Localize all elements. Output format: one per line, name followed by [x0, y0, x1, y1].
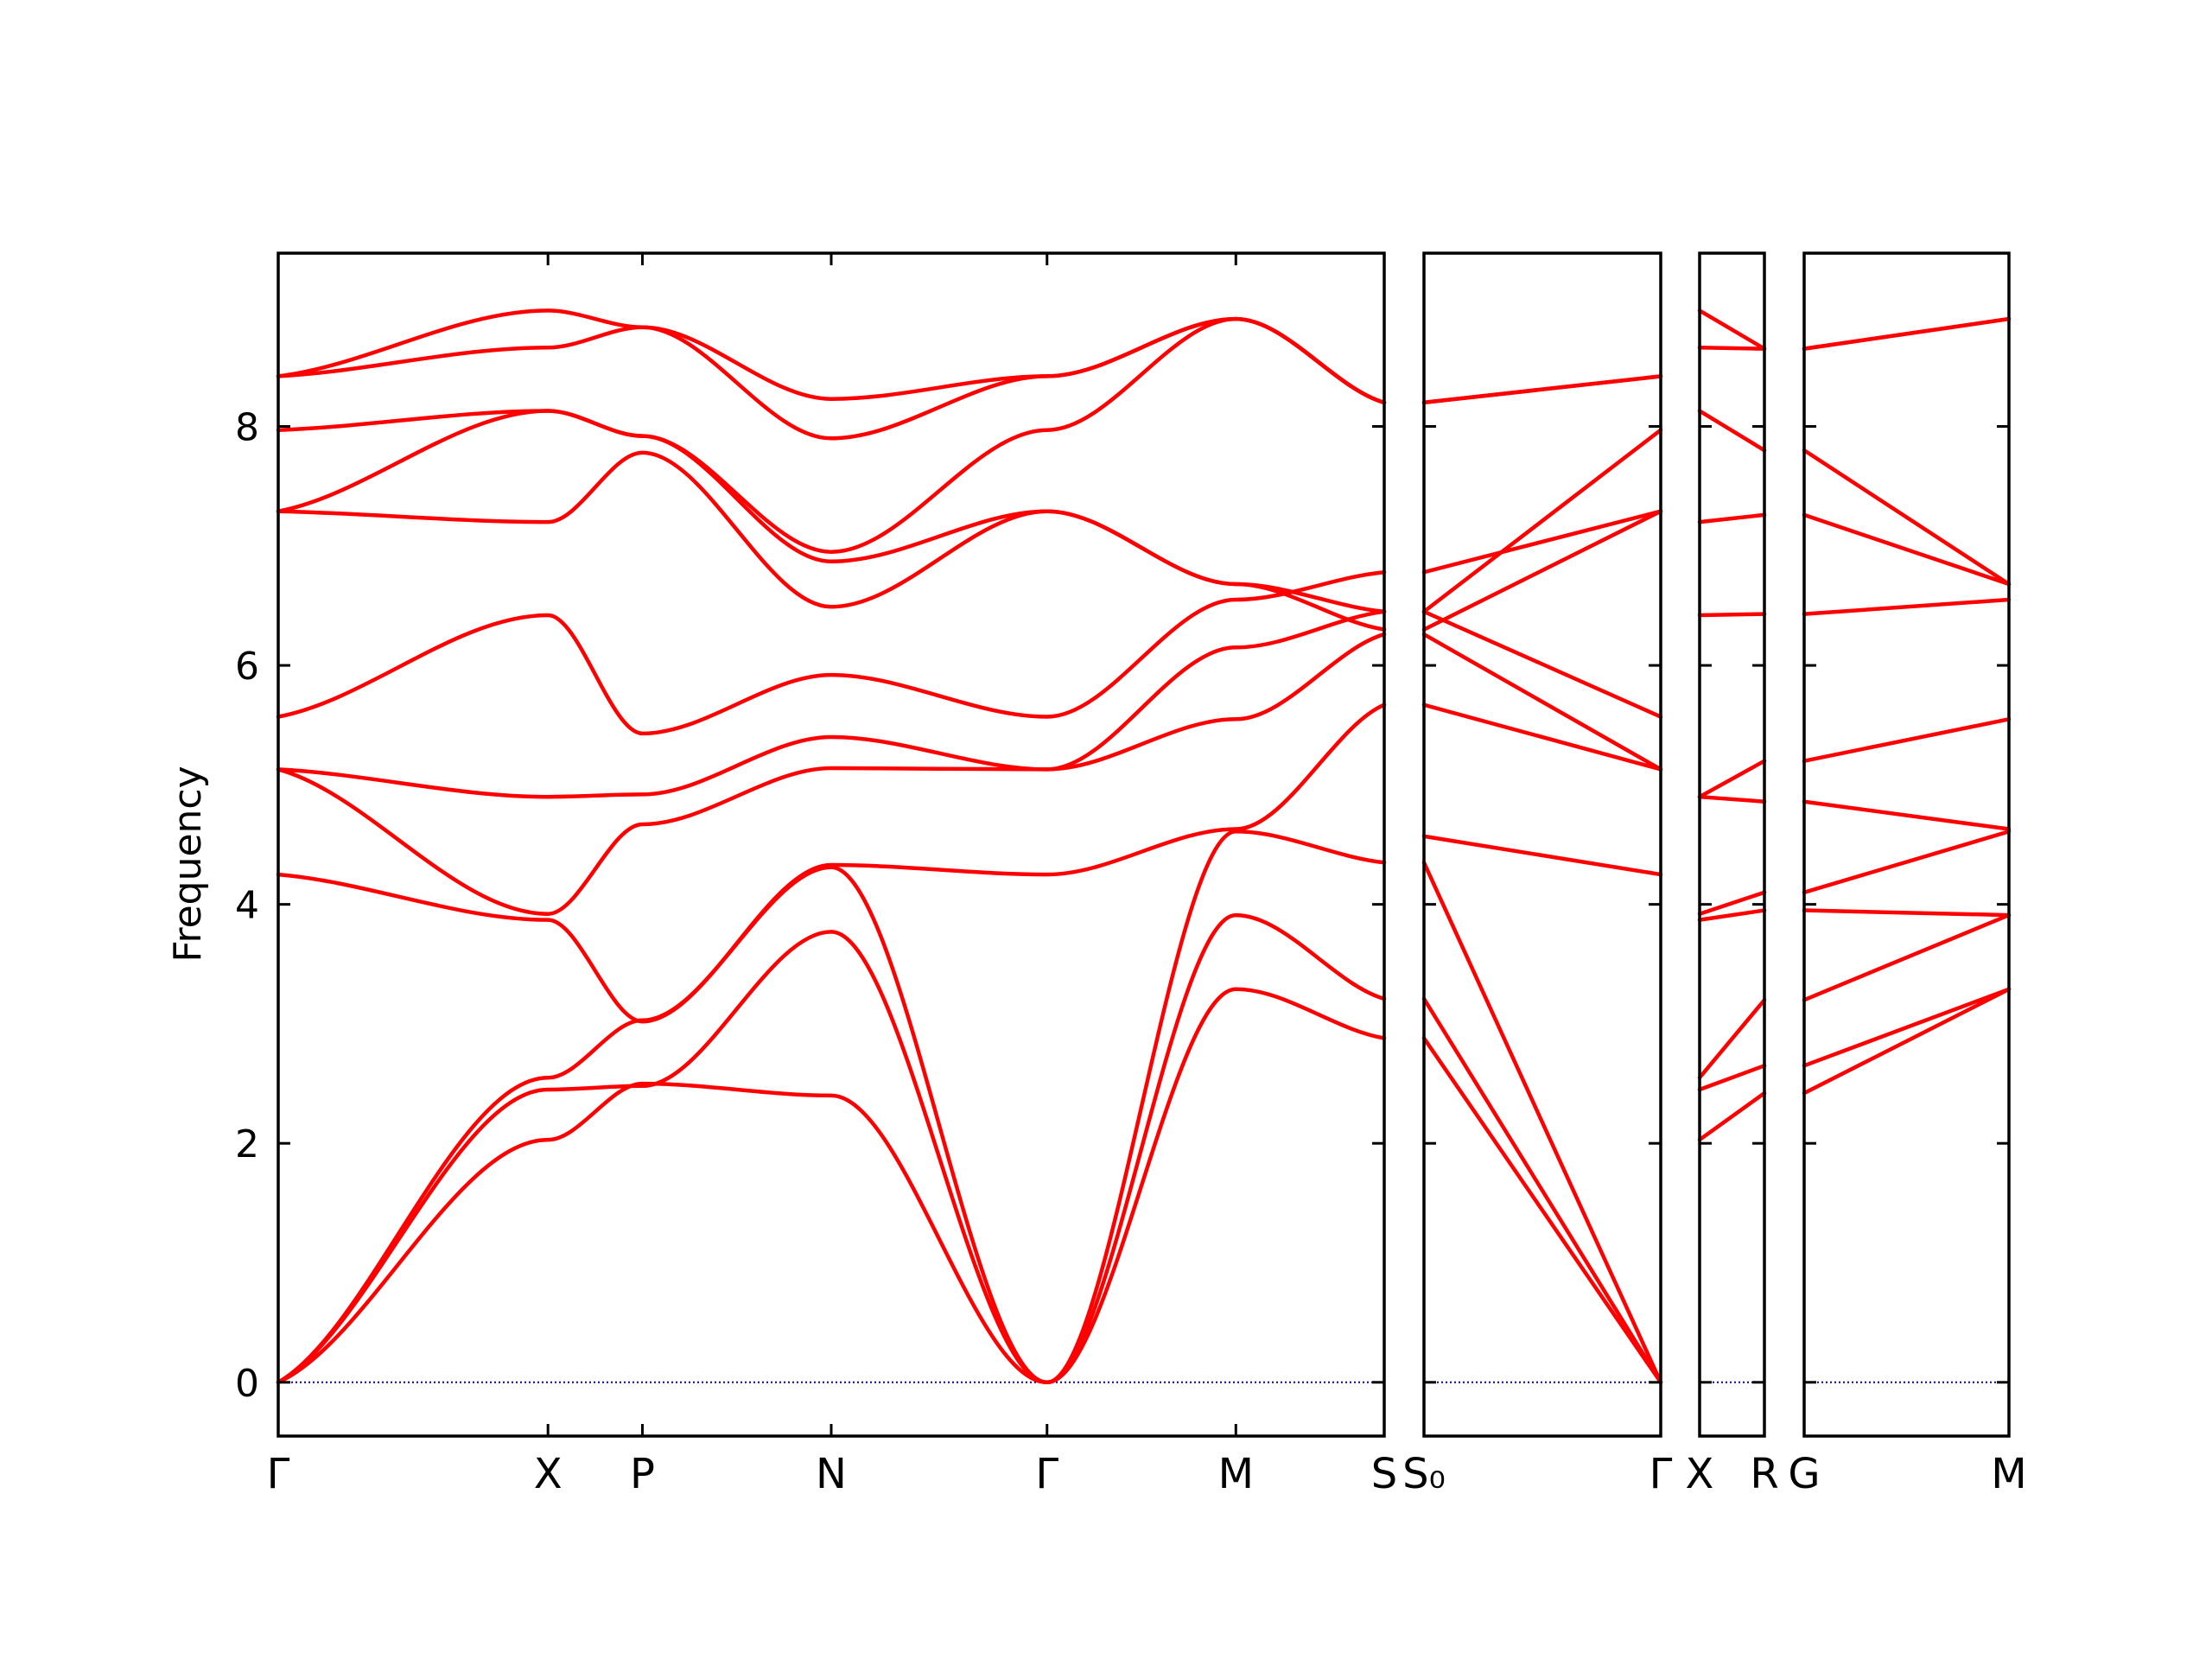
kpoint-label: S₀: [1402, 1450, 1446, 1498]
kpoint-label: S: [1371, 1450, 1397, 1498]
y-tick-label: 4: [235, 884, 259, 928]
band-6: [276, 609, 1387, 799]
band-12: [276, 308, 1387, 405]
band-9: [276, 409, 1387, 614]
band-1: [1802, 987, 2012, 1096]
band-1: [276, 987, 1387, 1385]
panel-frame: [1802, 251, 2011, 1438]
band-3: [1697, 998, 1767, 1080]
band-12: [1697, 308, 1767, 351]
kpoint-label: X: [1686, 1450, 1714, 1498]
band-4: [1697, 908, 1767, 922]
kpoint-label: Γ: [1035, 1450, 1058, 1498]
band-12: [1802, 316, 2012, 351]
band-9: [1421, 509, 1663, 632]
band-5: [1421, 702, 1663, 772]
band-1: [1421, 1036, 1663, 1385]
band-2: [276, 912, 1387, 1385]
panel-2: S₀ Γ: [1402, 251, 1673, 1498]
band-3: [276, 830, 1387, 1385]
band-7: [276, 569, 1387, 736]
kpoint-label: R: [1750, 1450, 1778, 1498]
band-11: [1697, 345, 1767, 351]
kpoint-label: X: [534, 1450, 563, 1498]
band-10: [1802, 448, 2012, 587]
kpoint-label: N: [816, 1450, 847, 1498]
band-10: [1421, 428, 1663, 614]
band-2: [1802, 987, 2012, 1068]
band-6: [1802, 799, 2012, 831]
band-3: [1421, 860, 1663, 1385]
band-2: [1421, 996, 1663, 1385]
band-9: [1802, 512, 2012, 587]
band-7: [1802, 717, 2012, 763]
y-tick-label: 6: [235, 645, 259, 689]
band-5: [1697, 890, 1767, 916]
band-10: [1697, 409, 1767, 453]
kpoint-label: Γ: [1649, 1450, 1673, 1498]
kpoint-label: M: [1218, 1450, 1254, 1498]
band-12: [1421, 374, 1663, 405]
band-2: [1697, 1064, 1767, 1092]
band-3: [1802, 912, 2012, 1002]
y-tick-label: 0: [235, 1362, 259, 1406]
band-8: [1421, 509, 1663, 575]
y-tick-label: 8: [235, 406, 259, 450]
kpoint-label: Γ: [267, 1450, 290, 1498]
y-tick-label: 2: [235, 1122, 259, 1166]
panel-frame: [1698, 251, 1766, 1438]
panel-1: Γ X P N Γ M S 0 2 4 6 8: [235, 251, 1397, 1498]
panel-frame: [1422, 251, 1662, 1438]
band-11: [276, 316, 1387, 441]
band-7: [1697, 759, 1767, 799]
kpoint-label: P: [630, 1450, 655, 1498]
band-6: [1421, 632, 1663, 772]
band-4: [1421, 834, 1663, 877]
band-7: [1421, 609, 1663, 719]
band-5: [276, 632, 1387, 916]
band-6: [1697, 794, 1767, 804]
band-8: [1697, 612, 1767, 618]
kpoint-label: G: [1788, 1450, 1820, 1498]
band-5: [1802, 830, 2012, 895]
band-4: [1802, 908, 2012, 918]
band-9: [1697, 512, 1767, 524]
band-1: [1697, 1090, 1767, 1142]
band-8: [1802, 597, 2012, 616]
kpoint-label: M: [1991, 1450, 2026, 1498]
band-4: [276, 702, 1387, 1024]
y-axis-label: Frequency: [166, 766, 210, 962]
